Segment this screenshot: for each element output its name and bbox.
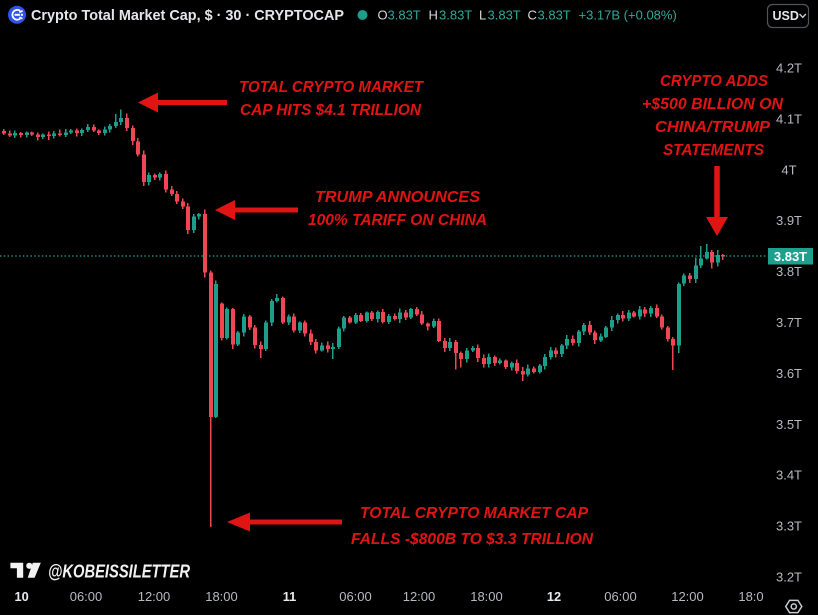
svg-text:4T: 4T: [781, 162, 796, 177]
svg-text:06:00: 06:00: [604, 589, 637, 604]
svg-text:3.6T: 3.6T: [776, 366, 802, 381]
svg-text:12: 12: [547, 589, 561, 604]
svg-text:100% TARIFF ON CHINA: 100% TARIFF ON CHINA: [308, 212, 487, 229]
svg-text:3.83T: 3.83T: [538, 8, 571, 23]
svg-text:18:00: 18:00: [205, 589, 238, 604]
svg-text:06:00: 06:00: [339, 589, 372, 604]
svg-text:10: 10: [14, 589, 28, 604]
svg-text:@KOBEISSILETTER: @KOBEISSILETTER: [48, 561, 191, 582]
svg-text:3.83T: 3.83T: [774, 249, 807, 264]
svg-text:3.83T: 3.83T: [439, 8, 472, 23]
svg-text:18:0: 18:0: [738, 589, 763, 604]
svg-text:3.5T: 3.5T: [776, 417, 802, 432]
svg-text:CHINA/TRUMP: CHINA/TRUMP: [655, 119, 770, 136]
svg-text:4.2T: 4.2T: [776, 61, 802, 76]
svg-text:TOTAL CRYPTO MARKET CAP: TOTAL CRYPTO MARKET CAP: [360, 505, 588, 522]
svg-text:3.8T: 3.8T: [776, 264, 802, 279]
svg-text:O: O: [378, 8, 388, 23]
svg-text:TOTAL CRYPTO MARKET: TOTAL CRYPTO MARKET: [239, 79, 424, 96]
svg-text:3.7T: 3.7T: [776, 315, 802, 330]
svg-text:CRYPTO ADDS: CRYPTO ADDS: [660, 73, 768, 90]
svg-text:C: C: [528, 8, 537, 23]
svg-text:12:00: 12:00: [138, 589, 171, 604]
svg-text:H: H: [429, 8, 438, 23]
svg-text:18:00: 18:00: [470, 589, 503, 604]
svg-text:3.83T: 3.83T: [388, 8, 421, 23]
svg-text:3.83T: 3.83T: [488, 8, 521, 23]
svg-text:4.1T: 4.1T: [776, 111, 802, 126]
svg-text:06:00: 06:00: [70, 589, 103, 604]
svg-text:12:00: 12:00: [671, 589, 704, 604]
svg-text:STATEMENTS: STATEMENTS: [663, 142, 764, 159]
svg-text:3.4T: 3.4T: [776, 468, 802, 483]
svg-text:TRUMP ANNOUNCES: TRUMP ANNOUNCES: [315, 189, 480, 206]
svg-text:USD: USD: [773, 9, 799, 23]
svg-text:FALLS -$800B TO $3.3 TRILLION: FALLS -$800B TO $3.3 TRILLION: [351, 531, 593, 548]
svg-text:3.9T: 3.9T: [776, 213, 802, 228]
svg-text:11: 11: [283, 589, 297, 604]
svg-text:+$500 BILLION ON: +$500 BILLION ON: [642, 96, 783, 113]
svg-text:+3.17B (+0.08%): +3.17B (+0.08%): [579, 8, 677, 23]
svg-text:3.3T: 3.3T: [776, 519, 802, 534]
svg-text:12:00: 12:00: [403, 589, 436, 604]
svg-text:L: L: [479, 8, 486, 23]
svg-text:3.2T: 3.2T: [776, 570, 802, 585]
svg-text:CAP HITS $4.1 TRILLION: CAP HITS $4.1 TRILLION: [240, 102, 421, 119]
svg-text:Crypto Total Market Cap, $ · 3: Crypto Total Market Cap, $ · 30 · CRYPTO…: [31, 7, 344, 24]
